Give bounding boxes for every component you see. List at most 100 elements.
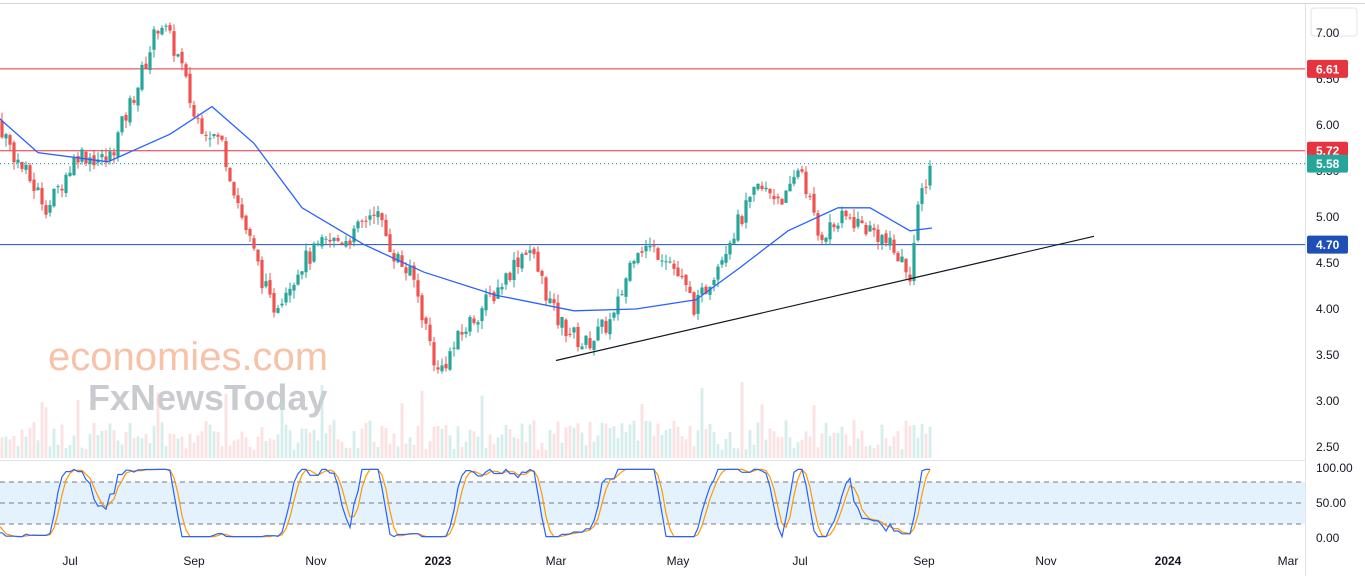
volume-bar <box>856 438 860 458</box>
candle <box>732 232 736 245</box>
candle <box>696 289 700 321</box>
volume-bar <box>664 430 668 458</box>
volume-bar <box>648 421 652 458</box>
candle <box>616 288 620 321</box>
volume-bar <box>376 447 380 458</box>
volume-bar <box>164 446 168 458</box>
volume-bar <box>328 424 332 458</box>
volume-bar <box>484 448 488 458</box>
volume-bar <box>424 449 428 458</box>
candle <box>904 258 908 279</box>
candle <box>264 273 268 289</box>
volume-bar <box>280 402 284 458</box>
volume-bar <box>240 431 244 458</box>
candle <box>256 249 260 266</box>
candle <box>836 222 840 232</box>
candle <box>780 198 784 205</box>
volume-bar <box>744 449 748 458</box>
candle <box>432 336 436 372</box>
volume-bar <box>268 438 272 458</box>
volume-bar <box>260 427 264 458</box>
price-badges: 6.615.725.584.70 <box>1307 59 1348 254</box>
candle <box>580 343 584 350</box>
trendline-segment[interactable] <box>555 235 1095 362</box>
candle <box>532 246 536 259</box>
volume-bar <box>548 429 552 458</box>
candle <box>676 261 680 277</box>
candle <box>304 243 308 278</box>
candle <box>216 132 220 145</box>
candle <box>664 254 668 270</box>
volume-bar <box>264 440 268 458</box>
volume-bar <box>884 438 888 458</box>
price-badge[interactable]: 4.70 <box>1307 235 1348 254</box>
volume-bar <box>752 444 756 458</box>
volume-bar <box>524 442 528 458</box>
volume-bar <box>844 434 848 458</box>
volume-bar <box>96 435 100 458</box>
candle <box>724 245 728 268</box>
volume-bar <box>872 448 876 458</box>
volume-bar <box>324 433 328 458</box>
volume-bar <box>632 420 636 458</box>
price-badge[interactable]: 5.58 <box>1307 154 1348 173</box>
volume-bar <box>236 439 240 458</box>
candle <box>636 252 640 265</box>
volume-bar <box>480 395 484 458</box>
volume-bar <box>228 445 232 458</box>
candle <box>804 166 808 199</box>
candle <box>324 235 328 245</box>
volume-bar <box>516 438 520 458</box>
candle <box>752 186 756 202</box>
candle <box>888 230 892 250</box>
volume-bar <box>76 399 80 458</box>
oscillator-tick-label: 50.00 <box>1316 496 1346 510</box>
candle <box>584 335 588 349</box>
candle <box>8 133 12 152</box>
candle <box>320 234 324 249</box>
volume-bar <box>792 448 796 458</box>
candle <box>136 87 140 112</box>
volume-bar <box>132 437 136 458</box>
candle <box>48 200 52 217</box>
price-tick-label: 3.00 <box>1316 394 1340 408</box>
candle <box>380 212 384 228</box>
candle <box>928 160 932 190</box>
candle <box>392 249 396 269</box>
candle <box>536 246 540 273</box>
candle <box>144 56 148 69</box>
candle <box>480 305 484 330</box>
candle <box>820 231 824 245</box>
candle <box>648 237 652 252</box>
volume-bar <box>592 441 596 458</box>
trendline <box>555 235 1095 362</box>
volume-bar <box>348 447 352 458</box>
candle <box>104 148 108 167</box>
volume-bar <box>308 432 312 458</box>
volume-bar <box>816 447 820 458</box>
candle <box>240 197 244 220</box>
volume-bar <box>776 437 780 458</box>
volume-bar <box>876 444 880 458</box>
volume-bar <box>92 422 96 458</box>
volume-bar <box>160 422 164 458</box>
candle <box>128 95 132 126</box>
candle <box>552 293 556 311</box>
candle <box>116 130 120 162</box>
horizontal-levels <box>0 68 1305 246</box>
volume-bar <box>272 439 276 458</box>
volume-bar <box>100 430 104 458</box>
candle <box>596 318 600 342</box>
svg-text:5.58: 5.58 <box>1316 157 1340 171</box>
volume-bar <box>332 420 336 458</box>
volume-bar <box>300 428 304 458</box>
candle <box>140 61 144 92</box>
volume-bar <box>696 430 700 458</box>
price-badge[interactable]: 6.61 <box>1307 59 1348 78</box>
scale-settings-box[interactable] <box>1310 7 1358 37</box>
candle <box>384 214 388 237</box>
volume-bar <box>32 422 36 458</box>
volume-bar <box>172 434 176 458</box>
